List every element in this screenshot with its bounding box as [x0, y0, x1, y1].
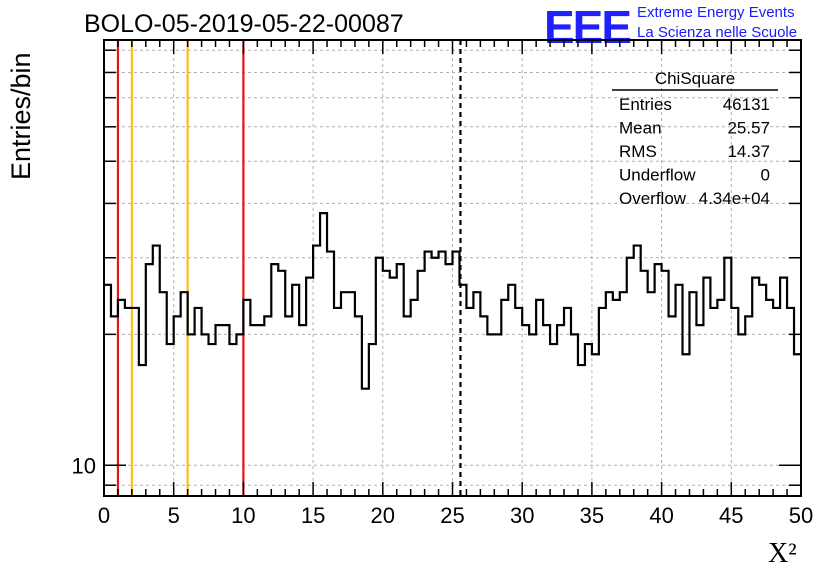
stats-value-rms: 14.37: [727, 142, 770, 161]
histogram-series: [104, 212, 801, 390]
x-tick-label: 40: [649, 503, 673, 528]
grid-lines: [104, 40, 801, 496]
x-tick-label: 35: [580, 503, 604, 528]
x-tick-label: 10: [231, 503, 255, 528]
stats-label-underflow: Underflow: [619, 166, 696, 185]
x-tick-label: 15: [301, 503, 325, 528]
stats-value-mean: 25.57: [727, 119, 770, 138]
axis-ticks: 0 5 10 15 20 25 30 35 40 45 50 10: [72, 40, 813, 528]
logo-line-2: La Scienza nelle Scuole: [637, 24, 798, 41]
x-tick-label: 50: [789, 503, 813, 528]
x-tick-label: 45: [719, 503, 743, 528]
chart-title: BOLO-05-2019-05-22-00087: [84, 10, 404, 38]
stats-value-overflow: 4.34e+04: [699, 189, 770, 208]
x-axis-label: X²: [768, 538, 797, 569]
x-tick-label: 5: [168, 503, 180, 528]
x-tick-label: 0: [98, 503, 110, 528]
stats-label-rms: RMS: [619, 142, 657, 161]
stats-label-overflow: Overflow: [619, 189, 687, 208]
stats-box: ChiSquare Entries 46131 Mean 25.57 RMS 14.37 Un…: [612, 69, 778, 208]
vertical-markers: [116, 40, 462, 496]
eee-logo-mark: EEE: [544, 1, 632, 53]
stats-label-entries: Entries: [619, 95, 672, 114]
stats-title: ChiSquare: [655, 69, 735, 88]
x-tick-label: 20: [371, 503, 395, 528]
stats-value-underflow: 0: [761, 166, 770, 185]
stats-value-entries: 46131: [723, 95, 770, 114]
stats-label-mean: Mean: [619, 119, 662, 138]
x-tick-label: 25: [440, 503, 464, 528]
logo-line-1: Extreme Energy Events: [637, 4, 795, 21]
x-tick-label: 30: [510, 503, 534, 528]
y-tick-label: 10: [72, 453, 96, 478]
histogram-line: [104, 212, 801, 390]
